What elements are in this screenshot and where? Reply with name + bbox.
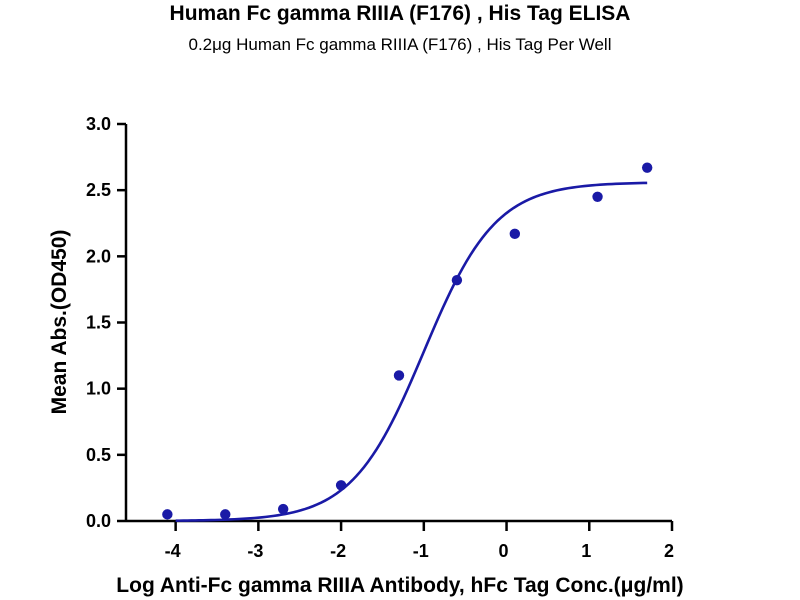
data-points	[162, 162, 653, 520]
y-tick-label: 2.5	[86, 180, 111, 200]
y-tick-label: 1.5	[86, 313, 111, 333]
data-point	[451, 274, 463, 286]
y-tick-label: 3.0	[86, 114, 111, 134]
data-point	[162, 509, 173, 520]
y-tick-label: 2.0	[86, 246, 111, 266]
x-axis-label: Log Anti-Fc gamma RIIIA Antibody, hFc Ta…	[116, 574, 683, 597]
x-axis-ticks: -4 -3 -2 -1 0 1 2	[165, 521, 674, 561]
x-tick-label: -1	[413, 541, 429, 561]
data-point	[509, 228, 521, 240]
y-tick-label: 1.0	[86, 379, 111, 399]
y-axis-ticks: 0.0 0.5 1.0 1.5 2.0 2.5 3.0	[86, 114, 126, 531]
x-tick-label: -3	[247, 541, 263, 561]
x-tick-label: 1	[581, 541, 591, 561]
y-axis-label: Mean Abs.(OD450)	[48, 230, 71, 415]
x-tick-label: -4	[165, 541, 181, 561]
y-tick-label: 0.0	[86, 511, 111, 531]
chart-title: Human Fc gamma RIIIA (F176) , His Tag EL…	[169, 2, 631, 25]
data-point	[277, 503, 289, 515]
data-point	[641, 162, 653, 173]
chart-subtitle: 0.2μg Human Fc gamma RIIIA (F176) , His …	[188, 35, 612, 54]
x-tick-label: 0	[499, 541, 509, 561]
data-point	[592, 191, 603, 202]
x-tick-label: 2	[664, 541, 674, 561]
data-point	[220, 509, 231, 520]
data-point	[393, 370, 405, 381]
data-point	[335, 480, 347, 491]
x-tick-label: -2	[330, 541, 346, 561]
y-tick-label: 0.5	[86, 445, 111, 465]
fit-curve-line	[175, 181, 648, 522]
